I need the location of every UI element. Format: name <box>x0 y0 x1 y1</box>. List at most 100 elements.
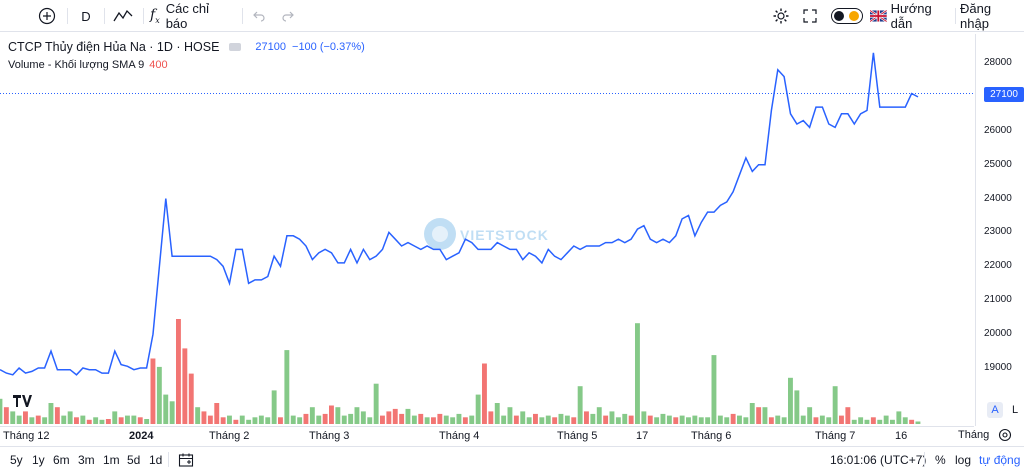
settings-button[interactable] <box>770 0 792 32</box>
range-6m-button[interactable]: 6m <box>53 452 70 467</box>
log-toggle[interactable]: log <box>955 452 972 467</box>
volume-bar <box>207 415 213 424</box>
indicators-button[interactable]: fx Các chỉ báo <box>150 0 232 32</box>
volume-bar <box>660 413 666 424</box>
plus-circle-icon <box>38 7 56 25</box>
volume-bar <box>125 415 130 424</box>
volume-bar <box>360 411 366 424</box>
bottom-divider <box>924 452 925 467</box>
volume-bar <box>896 411 902 424</box>
chart-type-button[interactable] <box>110 0 136 32</box>
volume-bar <box>176 319 181 424</box>
volume-bar <box>826 417 832 424</box>
volume-bar <box>513 415 519 424</box>
auto-toggle[interactable]: tự động <box>979 452 1021 467</box>
add-symbol-button[interactable] <box>34 0 60 32</box>
volume-bar <box>156 366 162 424</box>
volume-bar <box>227 415 232 424</box>
log-scale-l-button[interactable]: L <box>1011 404 1019 416</box>
volume-bar <box>48 403 54 424</box>
volume-bar <box>864 419 870 424</box>
volume-bar <box>615 417 621 424</box>
calendar-icon <box>178 453 194 467</box>
redo-button[interactable] <box>279 0 297 32</box>
volume-bar <box>858 417 864 424</box>
volume-bar <box>195 407 201 424</box>
collapse-button[interactable] <box>229 43 242 51</box>
range-1m-button[interactable]: 1m <box>103 452 120 467</box>
time-tick-label: 2024 <box>129 430 154 442</box>
volume-bar <box>877 419 883 424</box>
volume-bar <box>354 407 360 424</box>
sun-icon <box>849 11 859 21</box>
volume-bar <box>501 415 507 424</box>
volume-bar <box>271 390 277 424</box>
volume-bar <box>558 413 564 424</box>
volume-bar <box>552 417 558 424</box>
symbol-title[interactable]: CTCP Thủy điện Hủa Na · 1D · HOSE <box>8 40 220 54</box>
volume-bar <box>635 323 640 424</box>
interval-button[interactable]: D <box>81 8 91 24</box>
guide-button[interactable]: Hướng dẫn <box>870 0 952 32</box>
percent-toggle[interactable]: % <box>935 452 946 467</box>
volume-bar <box>418 413 424 424</box>
volume-bar <box>730 413 736 424</box>
volume-bar <box>3 407 9 424</box>
volume-bar <box>431 417 436 424</box>
volume-bar <box>278 417 283 424</box>
volume-bar <box>839 415 844 424</box>
login-button[interactable]: Đăng nhập <box>960 1 992 31</box>
volume-bar <box>539 417 545 424</box>
volume-bar <box>105 419 111 424</box>
volume-bar <box>284 350 290 424</box>
time-tick-label: Tháng 7 <box>815 430 856 442</box>
volume-bar <box>54 407 60 424</box>
volume-bar <box>322 413 328 424</box>
range-1d-button[interactable]: 1d <box>149 452 163 467</box>
volume-bar <box>545 415 551 424</box>
range-1y-button[interactable]: 1y <box>32 452 45 467</box>
goto-date-button[interactable] <box>178 447 194 472</box>
theme-toggle[interactable] <box>830 0 864 32</box>
auto-scale-a-button[interactable]: A <box>987 402 1003 418</box>
range-5y-button[interactable]: 5y <box>10 452 23 467</box>
volume-label[interactable]: Volume - Khối lượng SMA 9 <box>8 59 145 71</box>
undo-button[interactable] <box>250 0 268 32</box>
volume-bar <box>584 411 589 424</box>
time-tick-label: Tháng 3 <box>309 430 350 442</box>
volume-bar <box>42 417 48 424</box>
toolbar-divider <box>143 8 144 24</box>
price-tick-label: 20000 <box>984 328 1012 340</box>
volume-bar <box>258 415 264 424</box>
volume-bar <box>915 421 921 424</box>
volume-bar <box>265 417 271 424</box>
range-3m-button[interactable]: 3m <box>78 452 95 467</box>
chart-area[interactable]: VIETSTOCK A <box>0 34 1003 426</box>
volume-bar <box>386 411 392 424</box>
volume-bar <box>781 417 787 424</box>
volume-bar <box>137 417 143 424</box>
volume-bar <box>845 407 851 424</box>
time-tick-label: Tháng 12 <box>3 430 50 442</box>
volume-bar <box>813 417 819 424</box>
volume-bar <box>788 377 793 424</box>
timeframe-label[interactable]: Tháng <box>958 429 990 441</box>
range-5d-button[interactable]: 5d <box>127 452 141 467</box>
volume-bar <box>93 417 99 424</box>
price-axis[interactable]: 2800027000260002500024000230002200021000… <box>975 34 1024 426</box>
axis-settings-button[interactable] <box>998 428 1012 442</box>
tradingview-logo[interactable] <box>10 391 36 411</box>
fullscreen-button[interactable] <box>800 0 820 32</box>
settings-circle-icon <box>998 428 1012 442</box>
volume-bar <box>756 407 762 424</box>
volume-bar <box>902 417 908 424</box>
volume-bar <box>61 415 67 424</box>
volume-bar <box>309 407 315 424</box>
uk-flag-icon <box>870 10 887 22</box>
volume-bar <box>316 415 322 424</box>
time-axis[interactable]: Tháng 12 2024 Tháng 2 Tháng 3 Tháng 4 Tháng 5… <box>0 426 974 446</box>
volume-bar <box>890 419 895 424</box>
price-tick-label: 22000 <box>984 260 1012 272</box>
clock-display[interactable]: 16:01:06 (UTC+7) <box>830 452 927 467</box>
volume-bar <box>329 405 334 424</box>
